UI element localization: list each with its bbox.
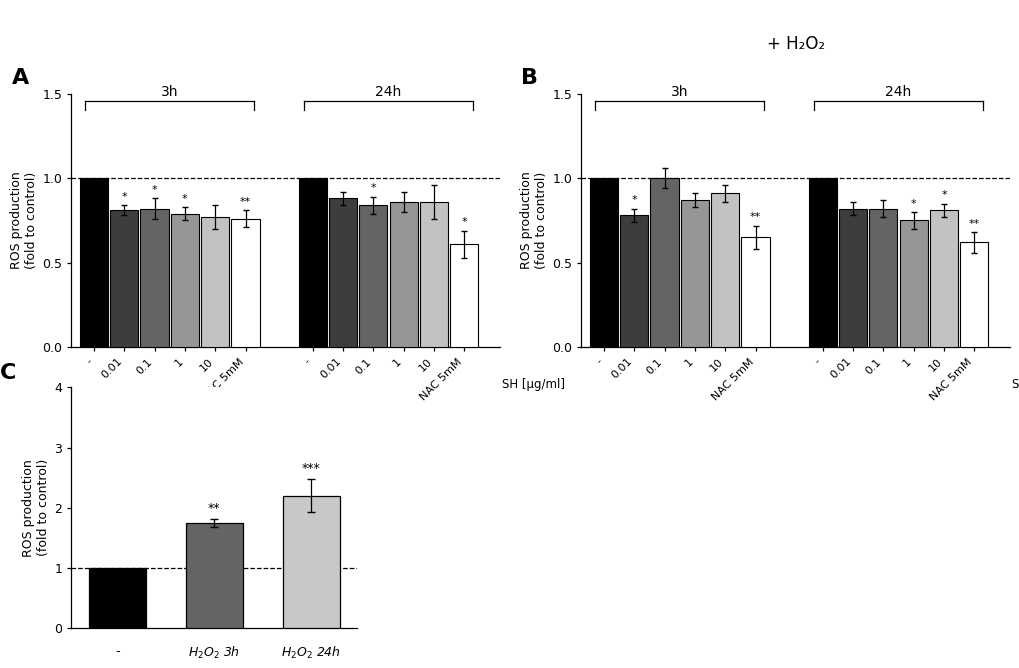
Bar	[141, 208, 168, 347]
Bar	[231, 218, 260, 347]
Bar	[328, 198, 357, 347]
Bar	[899, 220, 927, 347]
Bar	[710, 193, 739, 347]
Bar	[201, 217, 229, 347]
Text: SH [μg/ml]: SH [μg/ml]	[501, 378, 565, 391]
Text: **: **	[968, 219, 979, 229]
Text: -: -	[115, 645, 119, 658]
Text: *: *	[631, 195, 637, 205]
Bar	[170, 214, 199, 347]
Text: SH [μg/ml]: SH [μg/ml]	[1011, 378, 1019, 391]
Bar	[959, 242, 987, 347]
Text: 24h: 24h	[884, 85, 911, 99]
Text: 24h: 24h	[375, 85, 401, 99]
Text: *: *	[370, 183, 376, 193]
Text: *: *	[910, 198, 915, 208]
Bar	[185, 522, 243, 628]
Text: **: **	[239, 197, 251, 207]
Bar	[79, 178, 108, 347]
Bar	[808, 178, 836, 347]
Bar	[110, 210, 139, 347]
Text: *: *	[941, 190, 946, 200]
Text: *: *	[461, 217, 467, 227]
Bar	[389, 202, 418, 347]
Text: *: *	[182, 194, 187, 204]
Bar	[680, 200, 708, 347]
Bar	[589, 178, 618, 347]
Bar	[741, 237, 769, 347]
Text: 3h: 3h	[161, 85, 178, 99]
Text: $H_2O_2$ 3h: $H_2O_2$ 3h	[187, 645, 240, 661]
Bar	[89, 568, 146, 628]
Bar	[650, 178, 678, 347]
Text: C: C	[0, 363, 16, 383]
Text: **: **	[749, 212, 760, 222]
Text: *: *	[121, 192, 127, 202]
Bar	[929, 210, 957, 347]
Bar	[868, 208, 897, 347]
Y-axis label: ROS production
(fold to control): ROS production (fold to control)	[520, 172, 547, 269]
Bar	[282, 496, 339, 628]
Text: $H_2O_2$ 24h: $H_2O_2$ 24h	[281, 645, 340, 661]
Text: A: A	[11, 68, 29, 88]
Text: *: *	[152, 185, 157, 195]
Text: B: B	[521, 68, 538, 88]
Y-axis label: ROS production
(fold to control): ROS production (fold to control)	[10, 172, 38, 269]
Text: ***: ***	[302, 462, 320, 475]
Text: 3h: 3h	[671, 85, 688, 99]
Bar	[420, 202, 447, 347]
Bar	[299, 178, 326, 347]
Bar	[359, 205, 387, 347]
Bar	[620, 215, 648, 347]
Text: + H₂O₂: + H₂O₂	[766, 35, 823, 53]
Text: **: **	[208, 502, 220, 515]
Y-axis label: ROS production
(fold to control): ROS production (fold to control)	[22, 459, 50, 556]
Bar	[449, 244, 478, 347]
Bar	[838, 208, 866, 347]
